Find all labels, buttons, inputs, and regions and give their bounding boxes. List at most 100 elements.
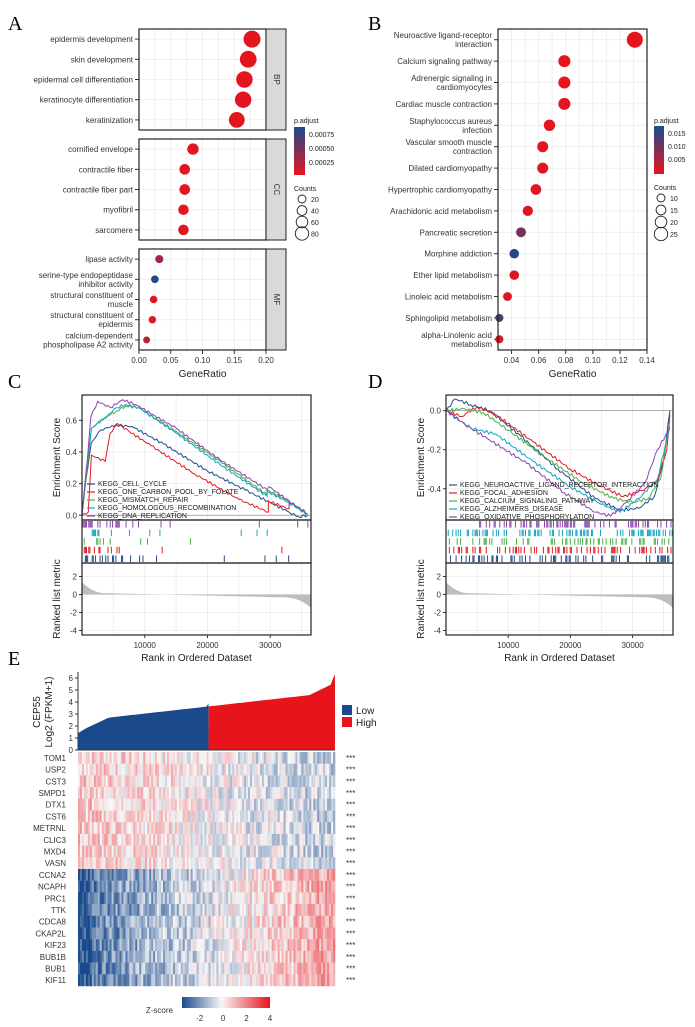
heatmap-cell bbox=[240, 892, 243, 905]
heatmap-cell bbox=[190, 939, 193, 952]
heatmap-cell bbox=[143, 798, 146, 811]
heatmap-cell bbox=[139, 939, 142, 952]
significance-label: *** bbox=[346, 859, 355, 868]
heatmap-cell bbox=[210, 857, 213, 870]
heatmap-cell bbox=[313, 950, 316, 963]
heatmap-cell bbox=[249, 927, 253, 940]
heatmap-cell bbox=[198, 857, 201, 870]
heatmap-cell bbox=[299, 810, 302, 823]
heatmap-cell bbox=[210, 833, 213, 846]
heatmap-cell bbox=[230, 880, 233, 893]
heatmap-cell bbox=[194, 939, 197, 952]
heatmap-cell bbox=[87, 775, 91, 788]
heatmap-cell bbox=[99, 892, 103, 905]
significance-label: *** bbox=[346, 754, 355, 763]
heatmap-cell bbox=[218, 845, 221, 858]
heatmap-cell bbox=[313, 810, 316, 823]
heatmap-cell bbox=[117, 822, 120, 835]
heatmap-cell bbox=[192, 869, 195, 881]
heatmap-cell bbox=[103, 974, 106, 987]
heatmap-cell bbox=[240, 904, 243, 916]
heatmap-cell bbox=[333, 950, 336, 963]
heatmap-cell bbox=[265, 880, 269, 893]
heatmap-cell bbox=[121, 915, 124, 928]
heatmap-cell bbox=[89, 962, 93, 975]
heatmap-cell bbox=[135, 892, 138, 905]
heatmap-cell bbox=[309, 775, 312, 788]
heatmap-cell bbox=[234, 798, 237, 811]
heatmap-cell bbox=[145, 915, 148, 928]
heatmap-cell bbox=[313, 869, 316, 881]
heatmap-cell bbox=[161, 787, 164, 799]
heatmap-cell bbox=[216, 927, 219, 940]
heatmap-cell bbox=[97, 857, 101, 870]
heatmap-row-TTK: TTK *** bbox=[51, 904, 355, 916]
heatmap-cell bbox=[309, 869, 312, 881]
heatmap-cell bbox=[180, 904, 184, 916]
heatmap-cell bbox=[291, 892, 294, 905]
heatmap-cell bbox=[85, 752, 89, 764]
heatmap-cell bbox=[111, 915, 114, 928]
heatmap-cell bbox=[157, 810, 160, 823]
heatmap-cell bbox=[186, 950, 190, 963]
heatmap-cell bbox=[309, 810, 312, 823]
heatmap-cell bbox=[226, 845, 229, 858]
heatmap-cell bbox=[281, 822, 284, 835]
heatmap-cell bbox=[105, 869, 108, 881]
heatmap-cell bbox=[111, 892, 114, 905]
heatmap-cell bbox=[157, 892, 160, 905]
heatmap-cell bbox=[159, 974, 162, 987]
heatmap-cell bbox=[111, 869, 114, 881]
legend-color-tick: 0.010 bbox=[668, 144, 686, 151]
heatmap-cell bbox=[145, 798, 148, 811]
heatmap-cell bbox=[299, 939, 302, 952]
legend-label: KEGG_OXIDATIVE_PHOSPHORYLATION bbox=[460, 514, 594, 521]
heatmap-cell bbox=[121, 869, 124, 881]
heatmap-cell bbox=[249, 798, 253, 811]
heatmap-cell bbox=[83, 857, 87, 870]
heatmap-cell bbox=[200, 939, 203, 952]
heatmap-cell bbox=[327, 833, 330, 846]
heatmap-cell bbox=[117, 904, 120, 916]
heatmap-cell bbox=[164, 798, 168, 811]
heatmap-cell bbox=[161, 904, 164, 916]
heatmap-cell bbox=[107, 775, 110, 788]
heatmap-cell bbox=[242, 974, 245, 987]
heatmap-cell bbox=[311, 775, 314, 788]
heatmap-cell bbox=[159, 927, 162, 940]
heatmap-cell bbox=[212, 833, 215, 846]
heatmap-cell bbox=[293, 950, 296, 963]
heatmap-cell bbox=[255, 927, 259, 940]
heatmap-cell bbox=[113, 950, 116, 963]
heatmap-cell bbox=[246, 775, 249, 788]
heatmap-cell bbox=[315, 880, 318, 893]
heatmap-cell bbox=[121, 752, 124, 764]
heatmap-cell bbox=[327, 962, 330, 975]
heatmap-cell bbox=[184, 798, 188, 811]
dot-contractile-fiber bbox=[179, 163, 191, 175]
metric-frame bbox=[445, 562, 674, 636]
heatmap-cell bbox=[238, 892, 241, 905]
heatmap-cell bbox=[261, 763, 265, 776]
heatmap-cell bbox=[307, 752, 310, 764]
heatmap-cell bbox=[149, 950, 152, 963]
heatmap-cell bbox=[325, 775, 328, 788]
heatmap-cell bbox=[200, 775, 203, 788]
heatmap-cell bbox=[164, 892, 168, 905]
heatmap-cell bbox=[129, 787, 132, 799]
heatmap-cell bbox=[103, 763, 106, 776]
heatmap-cell bbox=[333, 927, 336, 940]
heatmap-cell bbox=[259, 833, 263, 846]
heatmap-cell bbox=[331, 845, 334, 858]
heatmap-cell bbox=[184, 950, 188, 963]
heatmap-cell bbox=[309, 752, 312, 764]
heatmap-cell bbox=[121, 810, 124, 823]
y-tick-label: 2 bbox=[69, 722, 74, 731]
heatmap-cell bbox=[303, 787, 306, 799]
heatmap-cell bbox=[166, 763, 170, 776]
heatmap-cell bbox=[127, 752, 130, 764]
heatmap-cell bbox=[196, 752, 199, 764]
heatmap-cell bbox=[137, 892, 140, 905]
heatmap-cell bbox=[313, 962, 316, 975]
heatmap-cell bbox=[311, 787, 314, 799]
